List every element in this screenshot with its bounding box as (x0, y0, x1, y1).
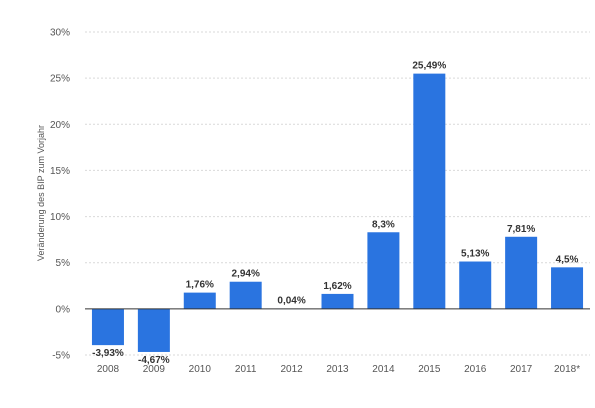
data-label: 5,13% (461, 249, 489, 260)
data-label: -4,67% (138, 355, 170, 366)
grid-layer (85, 31, 590, 356)
bar-2010 (183, 292, 216, 309)
x-tick-label: 2009 (143, 364, 166, 375)
data-label: 2,94% (232, 269, 260, 280)
x-tick-label: 2017 (510, 364, 533, 375)
bar-2016 (459, 261, 492, 309)
bar-2009 (137, 308, 170, 352)
data-label: 0,04% (277, 295, 305, 306)
y-tick-label: 15% (50, 166, 70, 177)
x-tick-label: 2011 (235, 364, 257, 375)
data-label: 1,76% (186, 280, 214, 291)
y-tick-label: -5% (52, 351, 70, 362)
y-axis-ticks: 30% 25% 20% 15% 10% 5% 0% -5% (50, 28, 70, 362)
x-tick-label: 2015 (418, 364, 441, 375)
data-label: 4,5% (556, 254, 579, 265)
y-tick-label: 0% (56, 304, 71, 315)
bar-2011 (229, 281, 262, 309)
y-axis-title: Veränderung des BIP zum Vorjahr (36, 125, 46, 261)
x-tick-label: 2013 (326, 364, 349, 375)
x-tick-label: 2010 (189, 364, 212, 375)
bar-2017 (505, 236, 538, 309)
data-label: 25,49% (412, 61, 446, 72)
data-label: 1,62% (323, 281, 351, 292)
x-tick-label: 2014 (372, 364, 395, 375)
y-tick-label: 5% (56, 258, 71, 269)
bar-2013 (321, 293, 354, 309)
data-label: -3,93% (92, 348, 124, 359)
y-tick-label: 20% (50, 120, 70, 131)
y-tick-label: 10% (50, 212, 70, 223)
bar-2008 (91, 308, 124, 346)
x-axis-ticks: 2008 2009 2010 2011 2012 2013 2014 2015 2016 2017… (97, 364, 580, 375)
x-tick-label: 2012 (280, 364, 303, 375)
data-label: 8,3% (372, 219, 395, 230)
bar-layer (85, 73, 590, 352)
y-tick-label: 25% (50, 74, 70, 85)
data-label: 7,81% (507, 224, 535, 235)
x-tick-label: 2008 (97, 364, 120, 375)
x-tick-label: 2016 (464, 364, 487, 375)
data-label-layer: -3,93% -4,67% 1,76% 2,94% 0,04% 1,62% 8,3% 25,4… (92, 61, 578, 366)
bar-2018 (551, 267, 584, 309)
y-tick-label: 30% (50, 28, 70, 39)
bar-2015 (413, 73, 446, 309)
bar-2014 (367, 232, 400, 309)
x-tick-label: 2018* (554, 364, 580, 375)
